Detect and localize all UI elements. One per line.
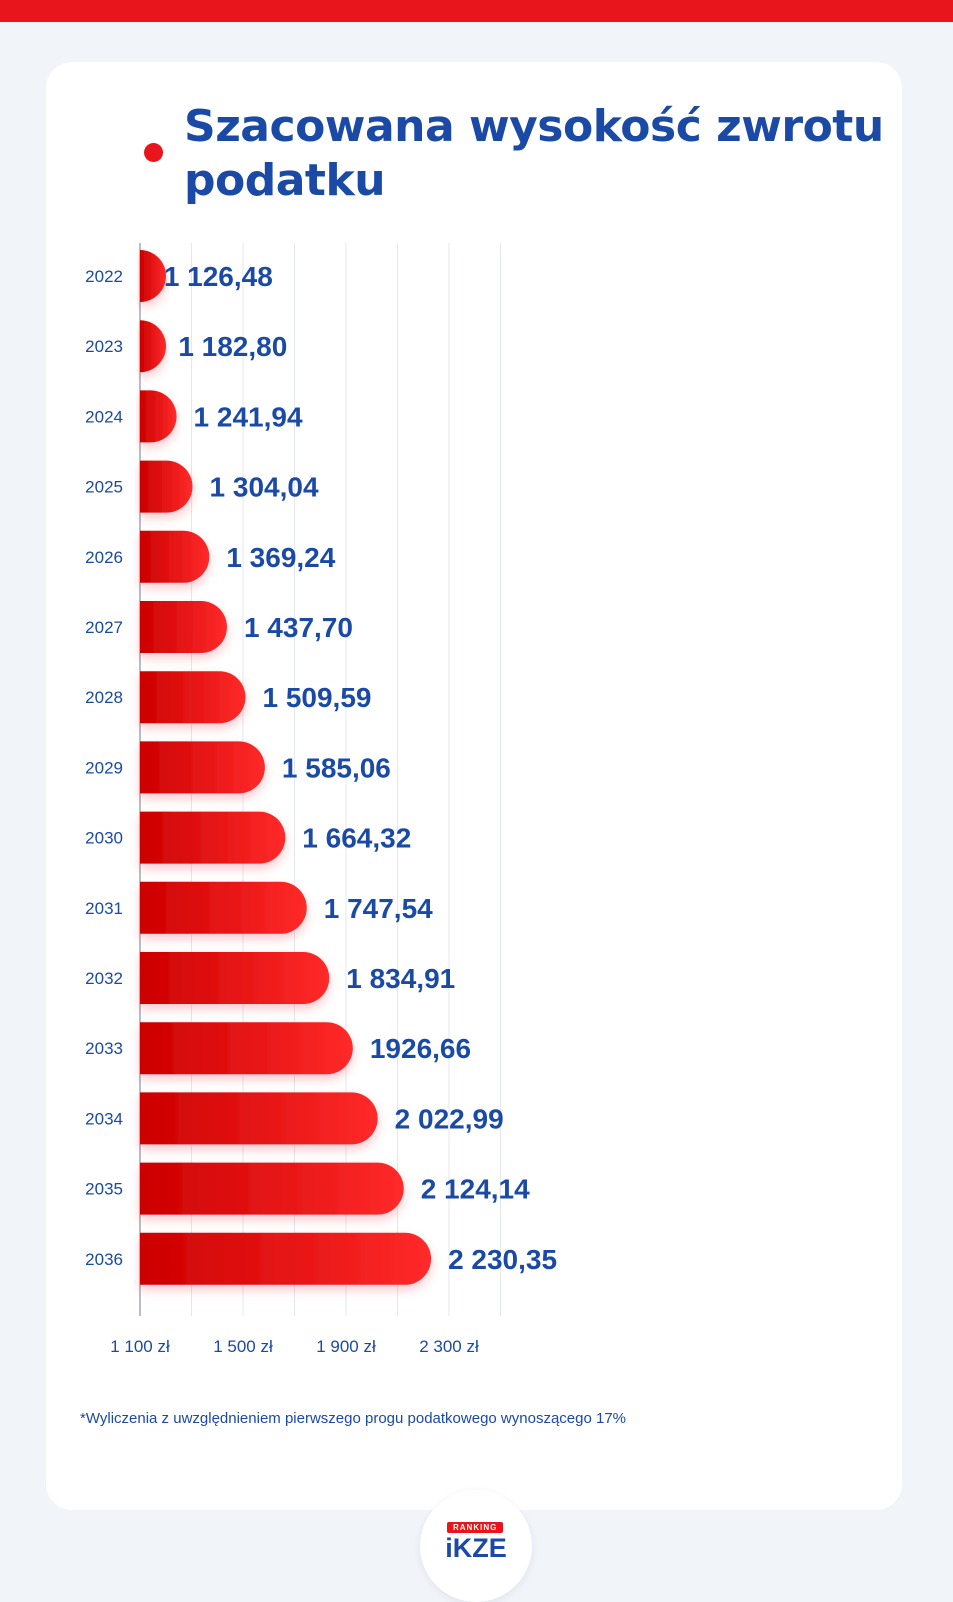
year-label: 2026 [85, 548, 123, 567]
year-label: 2027 [85, 618, 123, 637]
ikze-ranking-logo: RANKING iKZE [420, 1490, 532, 1602]
year-label: 2036 [85, 1250, 123, 1269]
year-label: 2029 [85, 758, 123, 777]
bar-2028 [140, 671, 246, 724]
value-label: 1 747,54 [324, 893, 433, 924]
chart-title: Szacowana wysokość zwrotu podatku [184, 101, 884, 206]
value-label: 1926,66 [370, 1033, 471, 1064]
x-tick-label: 2 300 zł [419, 1337, 479, 1356]
bar-2032 [140, 952, 330, 1004]
bar-2023 [140, 320, 166, 373]
bar-2027 [140, 601, 227, 653]
value-label: 1 182,80 [178, 331, 287, 362]
value-label: 1 126,48 [164, 261, 273, 292]
bar-2022 [140, 250, 166, 302]
bar-2035 [140, 1162, 404, 1215]
value-label: 2 124,14 [421, 1174, 530, 1205]
logo-ranking-badge: RANKING [447, 1522, 504, 1533]
value-label: 1 369,24 [226, 542, 335, 573]
year-label: 2024 [85, 407, 123, 426]
title-bullet-dot [144, 143, 163, 162]
year-label: 2025 [85, 478, 123, 497]
bar-2026 [140, 530, 210, 583]
value-label: 2 022,99 [395, 1103, 504, 1134]
value-label: 1 834,91 [346, 963, 455, 994]
bars [140, 250, 432, 1285]
x-tick-label: 1 500 zł [213, 1337, 273, 1356]
bar-chart: 2022 1 126,48 2023 1 182,80 2024 1 241,94 2025… [85, 243, 557, 1356]
value-label: 1 437,70 [244, 612, 353, 643]
year-label: 2033 [85, 1039, 123, 1058]
year-label: 2023 [85, 337, 123, 356]
year-label: 2022 [85, 267, 123, 286]
year-label: 2028 [85, 688, 123, 707]
year-label: 2032 [85, 969, 123, 988]
x-tick-label: 1 900 zł [316, 1337, 376, 1356]
value-label: 1 241,94 [194, 401, 303, 432]
year-label: 2035 [85, 1180, 123, 1199]
bar-2033 [140, 1022, 353, 1075]
year-label: 2031 [85, 899, 123, 918]
top-accent-bar [0, 0, 953, 22]
x-tick-label: 1 100 zł [110, 1337, 170, 1356]
logo-text: iKZE [445, 1533, 507, 1563]
labels: 2022 1 126,48 2023 1 182,80 2024 1 241,94 2025… [85, 261, 557, 1356]
bar-2030 [140, 811, 286, 864]
bar-2024 [140, 390, 177, 443]
bar-2029 [140, 741, 265, 794]
year-label: 2030 [85, 829, 123, 848]
bar-2034 [140, 1092, 378, 1145]
bar-2031 [140, 881, 307, 934]
value-label: 1 585,06 [282, 752, 391, 783]
value-label: 1 304,04 [210, 472, 319, 503]
footnote: *Wyliczenia z uwzględnieniem pierwszego … [80, 1410, 627, 1427]
value-label: 1 509,59 [262, 682, 371, 713]
bar-2025 [140, 460, 193, 513]
value-label: 2 230,35 [448, 1244, 557, 1275]
value-label: 1 664,32 [302, 823, 411, 854]
year-label: 2034 [85, 1109, 123, 1128]
bar-2036 [140, 1232, 432, 1285]
